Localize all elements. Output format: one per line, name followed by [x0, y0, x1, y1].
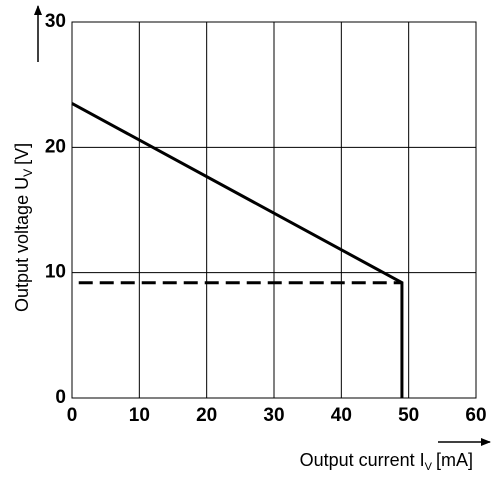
x-tick-label: 60: [465, 405, 486, 426]
y-tick-label: 30: [45, 11, 66, 32]
y-tick-label: 0: [55, 387, 66, 408]
x-tick-label: 20: [196, 405, 217, 426]
y-axis-label: Output voltage UV[V]: [12, 143, 35, 312]
x-tick-label: 50: [398, 405, 419, 426]
y-tick-label: 20: [45, 136, 66, 157]
x-axis-label: Output current IV [mA]: [300, 450, 473, 473]
x-tick-label: 30: [263, 405, 284, 426]
x-tick-label: 0: [67, 405, 78, 426]
y-tick-label: 10: [45, 262, 66, 283]
x-tick-label: 10: [129, 405, 150, 426]
x-tick-label: 40: [331, 405, 352, 426]
